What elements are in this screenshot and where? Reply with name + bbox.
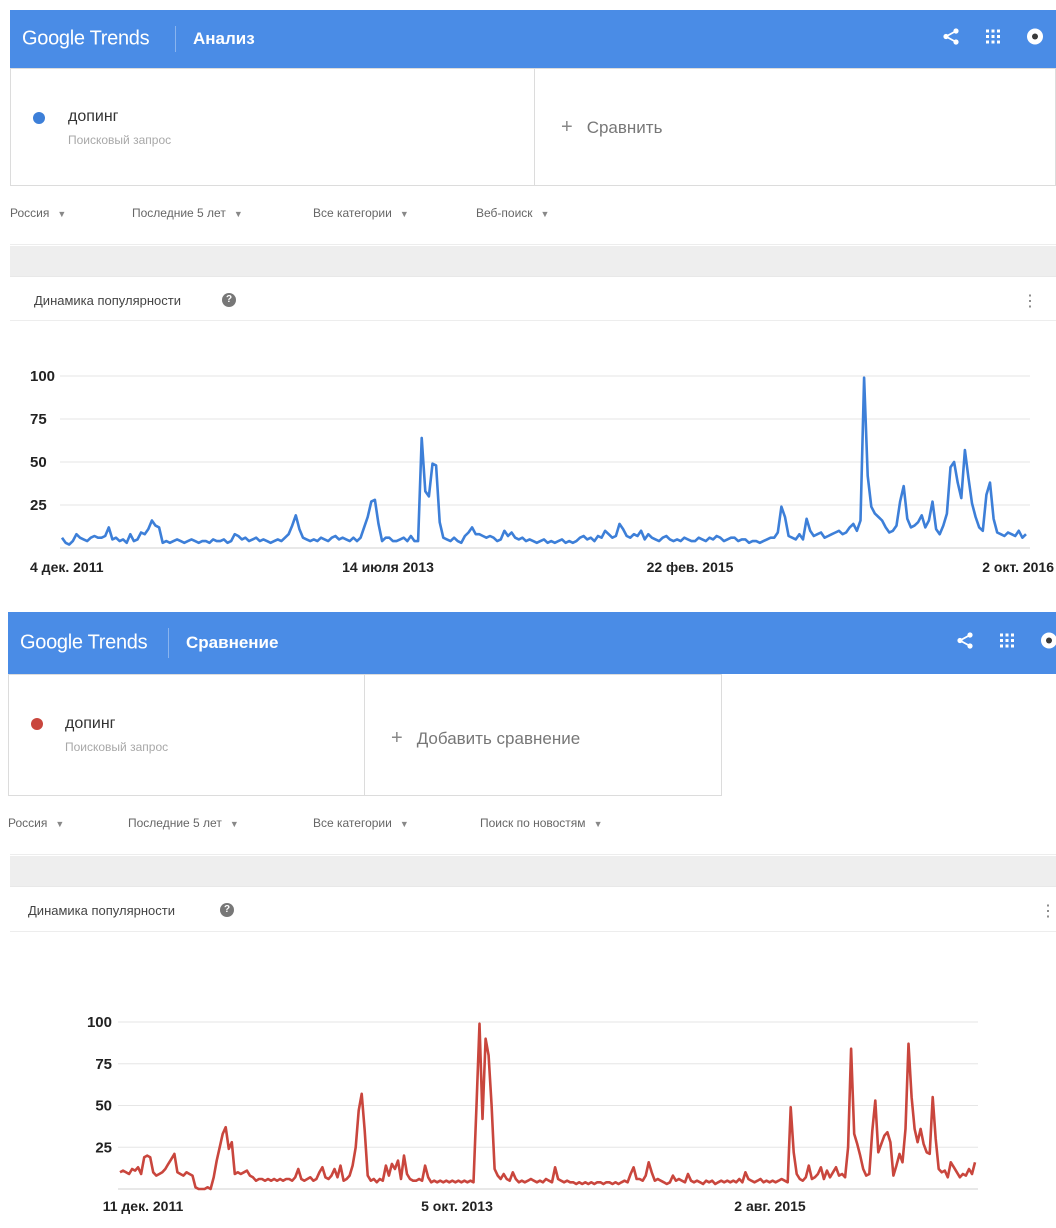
trends-panel-analysis: Google Trends Анализ допинг Поисковый за… xyxy=(0,0,1056,611)
search-term-name[interactable]: допинг xyxy=(65,715,116,732)
filter-search-type[interactable]: Веб-поиск ▼ xyxy=(476,206,549,220)
header-divider xyxy=(175,26,176,52)
series-color-dot xyxy=(33,112,45,124)
compare-card[interactable]: + Сравнить xyxy=(534,68,1056,186)
section-spacer xyxy=(10,246,1056,276)
search-term-type: Поисковый запрос xyxy=(65,740,169,754)
google-trends-logo[interactable]: Google Trends xyxy=(20,631,148,654)
series-color-dot xyxy=(31,718,43,730)
interest-chart-1: 100 75 50 25 4 дек. 2011 14 июля 2013 22 фев. … xyxy=(30,368,1054,575)
plus-icon: + xyxy=(391,727,403,749)
dropdown-caret-icon: ▼ xyxy=(540,209,550,219)
share-icon[interactable] xyxy=(956,632,974,655)
graph-title: Динамика популярности xyxy=(34,293,181,308)
trends-panel-comparison: Google Trends Сравнение допинг Поисковый… xyxy=(0,612,1056,1228)
search-term-card[interactable]: допинг Поисковый запрос xyxy=(10,68,535,186)
y-tick-label: 25 xyxy=(30,497,47,514)
search-term-card[interactable]: допинг Поисковый запрос xyxy=(8,674,365,796)
filter-category[interactable]: Все категории ▼ xyxy=(313,816,409,830)
page-section-title: Сравнение xyxy=(186,633,279,652)
share-icon[interactable] xyxy=(942,28,960,51)
add-comparison-button[interactable]: + Добавить сравнение xyxy=(391,727,580,750)
filter-time-range[interactable]: Последние 5 лет ▼ xyxy=(132,206,243,220)
x-tick-label: 11 дек. 2011 xyxy=(103,1198,184,1214)
header-actions xyxy=(942,28,1044,51)
filter-divider xyxy=(10,244,1056,245)
filter-time-label: Последние 5 лет xyxy=(132,206,226,220)
filter-region-label: Россия xyxy=(10,206,50,220)
y-tick-label: 25 xyxy=(95,1139,112,1156)
y-tick-label: 100 xyxy=(87,1014,112,1031)
apps-grid-icon[interactable] xyxy=(1000,633,1014,653)
x-tick-label: 2 авг. 2015 xyxy=(734,1198,806,1214)
filter-bar: Россия ▼ Последние 5 лет ▼ Все категории ▼ … xyxy=(0,206,1056,230)
compare-button[interactable]: + Сравнить xyxy=(561,116,662,139)
filter-time-label: Последние 5 лет xyxy=(128,816,222,830)
filter-category-label: Все категории xyxy=(313,206,392,220)
add-comparison-label: Добавить сравнение xyxy=(416,729,581,748)
filter-search-type[interactable]: Поиск по новостям ▼ xyxy=(480,816,602,830)
x-tick-label: 22 фев. 2015 xyxy=(647,559,734,575)
more-vert-icon[interactable]: ⋮ xyxy=(1040,903,1056,920)
interest-over-time-card: Динамика популярности ? ⋮ xyxy=(10,886,1056,1228)
y-tick-label: 100 xyxy=(30,368,55,385)
series-line-dopping[interactable] xyxy=(119,1022,977,1191)
y-tick-label: 50 xyxy=(95,1098,112,1115)
plus-icon: + xyxy=(561,116,573,138)
graph-title: Динамика популярности xyxy=(28,903,175,918)
dropdown-caret-icon: ▼ xyxy=(233,209,243,219)
x-tick-label: 14 июля 2013 xyxy=(342,559,434,575)
search-term-type: Поисковый запрос xyxy=(68,133,172,147)
dropdown-caret-icon: ▼ xyxy=(399,209,409,219)
top-app-bar: Google Trends Сравнение xyxy=(8,612,1056,674)
filter-search-type-label: Веб-поиск xyxy=(476,206,533,220)
dropdown-caret-icon: ▼ xyxy=(229,819,239,829)
x-tick-label: 5 окт. 2013 xyxy=(421,1198,493,1214)
graph-header-divider xyxy=(10,931,1056,932)
filter-category-label: Все категории xyxy=(313,816,392,830)
interest-over-time-card: Динамика популярности ? ⋮ xyxy=(10,276,1056,611)
y-tick-label: 75 xyxy=(30,411,47,428)
search-term-name[interactable]: допинг xyxy=(68,108,119,125)
filter-divider xyxy=(10,854,1056,855)
google-trends-logo[interactable]: Google Trends xyxy=(22,27,150,50)
account-icon[interactable] xyxy=(1040,632,1056,655)
filter-region-label: Россия xyxy=(8,816,48,830)
filter-region[interactable]: Россия ▼ xyxy=(8,816,64,830)
filter-search-type-label: Поиск по новостям xyxy=(480,816,586,830)
series-line-dopping[interactable] xyxy=(60,376,1027,546)
more-vert-icon[interactable]: ⋮ xyxy=(1022,293,1038,310)
dropdown-caret-icon: ▼ xyxy=(399,819,409,829)
filter-region[interactable]: Россия ▼ xyxy=(10,206,66,220)
graph-header-divider xyxy=(10,320,1056,321)
apps-grid-icon[interactable] xyxy=(986,29,1000,49)
header-divider xyxy=(168,628,169,658)
filter-category[interactable]: Все категории ▼ xyxy=(313,206,409,220)
help-icon[interactable]: ? xyxy=(222,293,236,307)
x-tick-label: 4 дек. 2011 xyxy=(30,559,104,575)
top-app-bar: Google Trends Анализ xyxy=(10,10,1056,68)
dropdown-caret-icon: ▼ xyxy=(55,819,65,829)
page-section-title: Анализ xyxy=(193,29,255,48)
interest-chart-2: 100 75 50 25 11 дек. 2011 5 окт. 2013 2 авг. 2… xyxy=(87,1014,978,1214)
x-tick-label: 2 окт. 2016 xyxy=(982,559,1054,575)
compare-label: Сравнить xyxy=(586,118,663,137)
dropdown-caret-icon: ▼ xyxy=(57,209,67,219)
dropdown-caret-icon: ▼ xyxy=(593,819,603,829)
y-tick-label: 50 xyxy=(30,454,47,471)
header-actions xyxy=(956,632,1056,655)
compare-card[interactable]: + Добавить сравнение xyxy=(364,674,722,796)
account-icon[interactable] xyxy=(1026,28,1044,51)
y-tick-label: 75 xyxy=(95,1056,112,1073)
help-icon[interactable]: ? xyxy=(220,903,234,917)
filter-bar: Россия ▼ Последние 5 лет ▼ Все категории ▼ … xyxy=(0,816,1056,840)
filter-time-range[interactable]: Последние 5 лет ▼ xyxy=(128,816,239,830)
section-spacer xyxy=(10,856,1056,886)
